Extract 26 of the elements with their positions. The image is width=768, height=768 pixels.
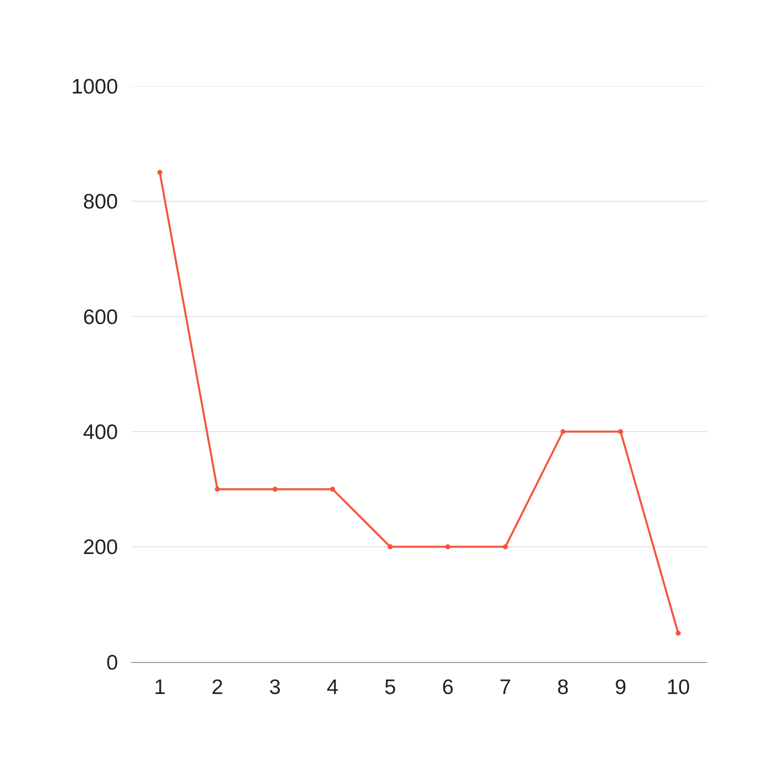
point: [214, 486, 220, 492]
point: [502, 544, 508, 550]
x-tick-label: 7: [500, 676, 512, 700]
y-tick-label: 1000: [71, 75, 118, 98]
y-tick-label: 0: [106, 651, 118, 674]
x-tick-label: 5: [384, 676, 396, 700]
x-tick-label: 4: [326, 676, 339, 700]
x-tick-label: 10: [666, 676, 690, 700]
y-tick-label: 800: [82, 190, 118, 214]
x-tick-label: 2: [212, 676, 224, 700]
x-tick-label: 3: [269, 676, 281, 700]
x-tick-label: 1: [154, 676, 166, 700]
y-tick-label: 400: [82, 420, 118, 444]
point: [157, 170, 162, 175]
x-tick-label: 6: [442, 676, 454, 700]
x-tick-label: 8: [557, 676, 569, 700]
point: [388, 544, 393, 550]
x-tick-label: 9: [614, 676, 626, 700]
point: [676, 630, 681, 636]
point: [560, 429, 566, 434]
point: [330, 486, 336, 492]
point: [618, 429, 624, 434]
y-tick-label: 200: [82, 536, 118, 560]
point: [272, 486, 278, 492]
point: [445, 544, 450, 550]
y-tick-label: 600: [82, 306, 118, 329]
